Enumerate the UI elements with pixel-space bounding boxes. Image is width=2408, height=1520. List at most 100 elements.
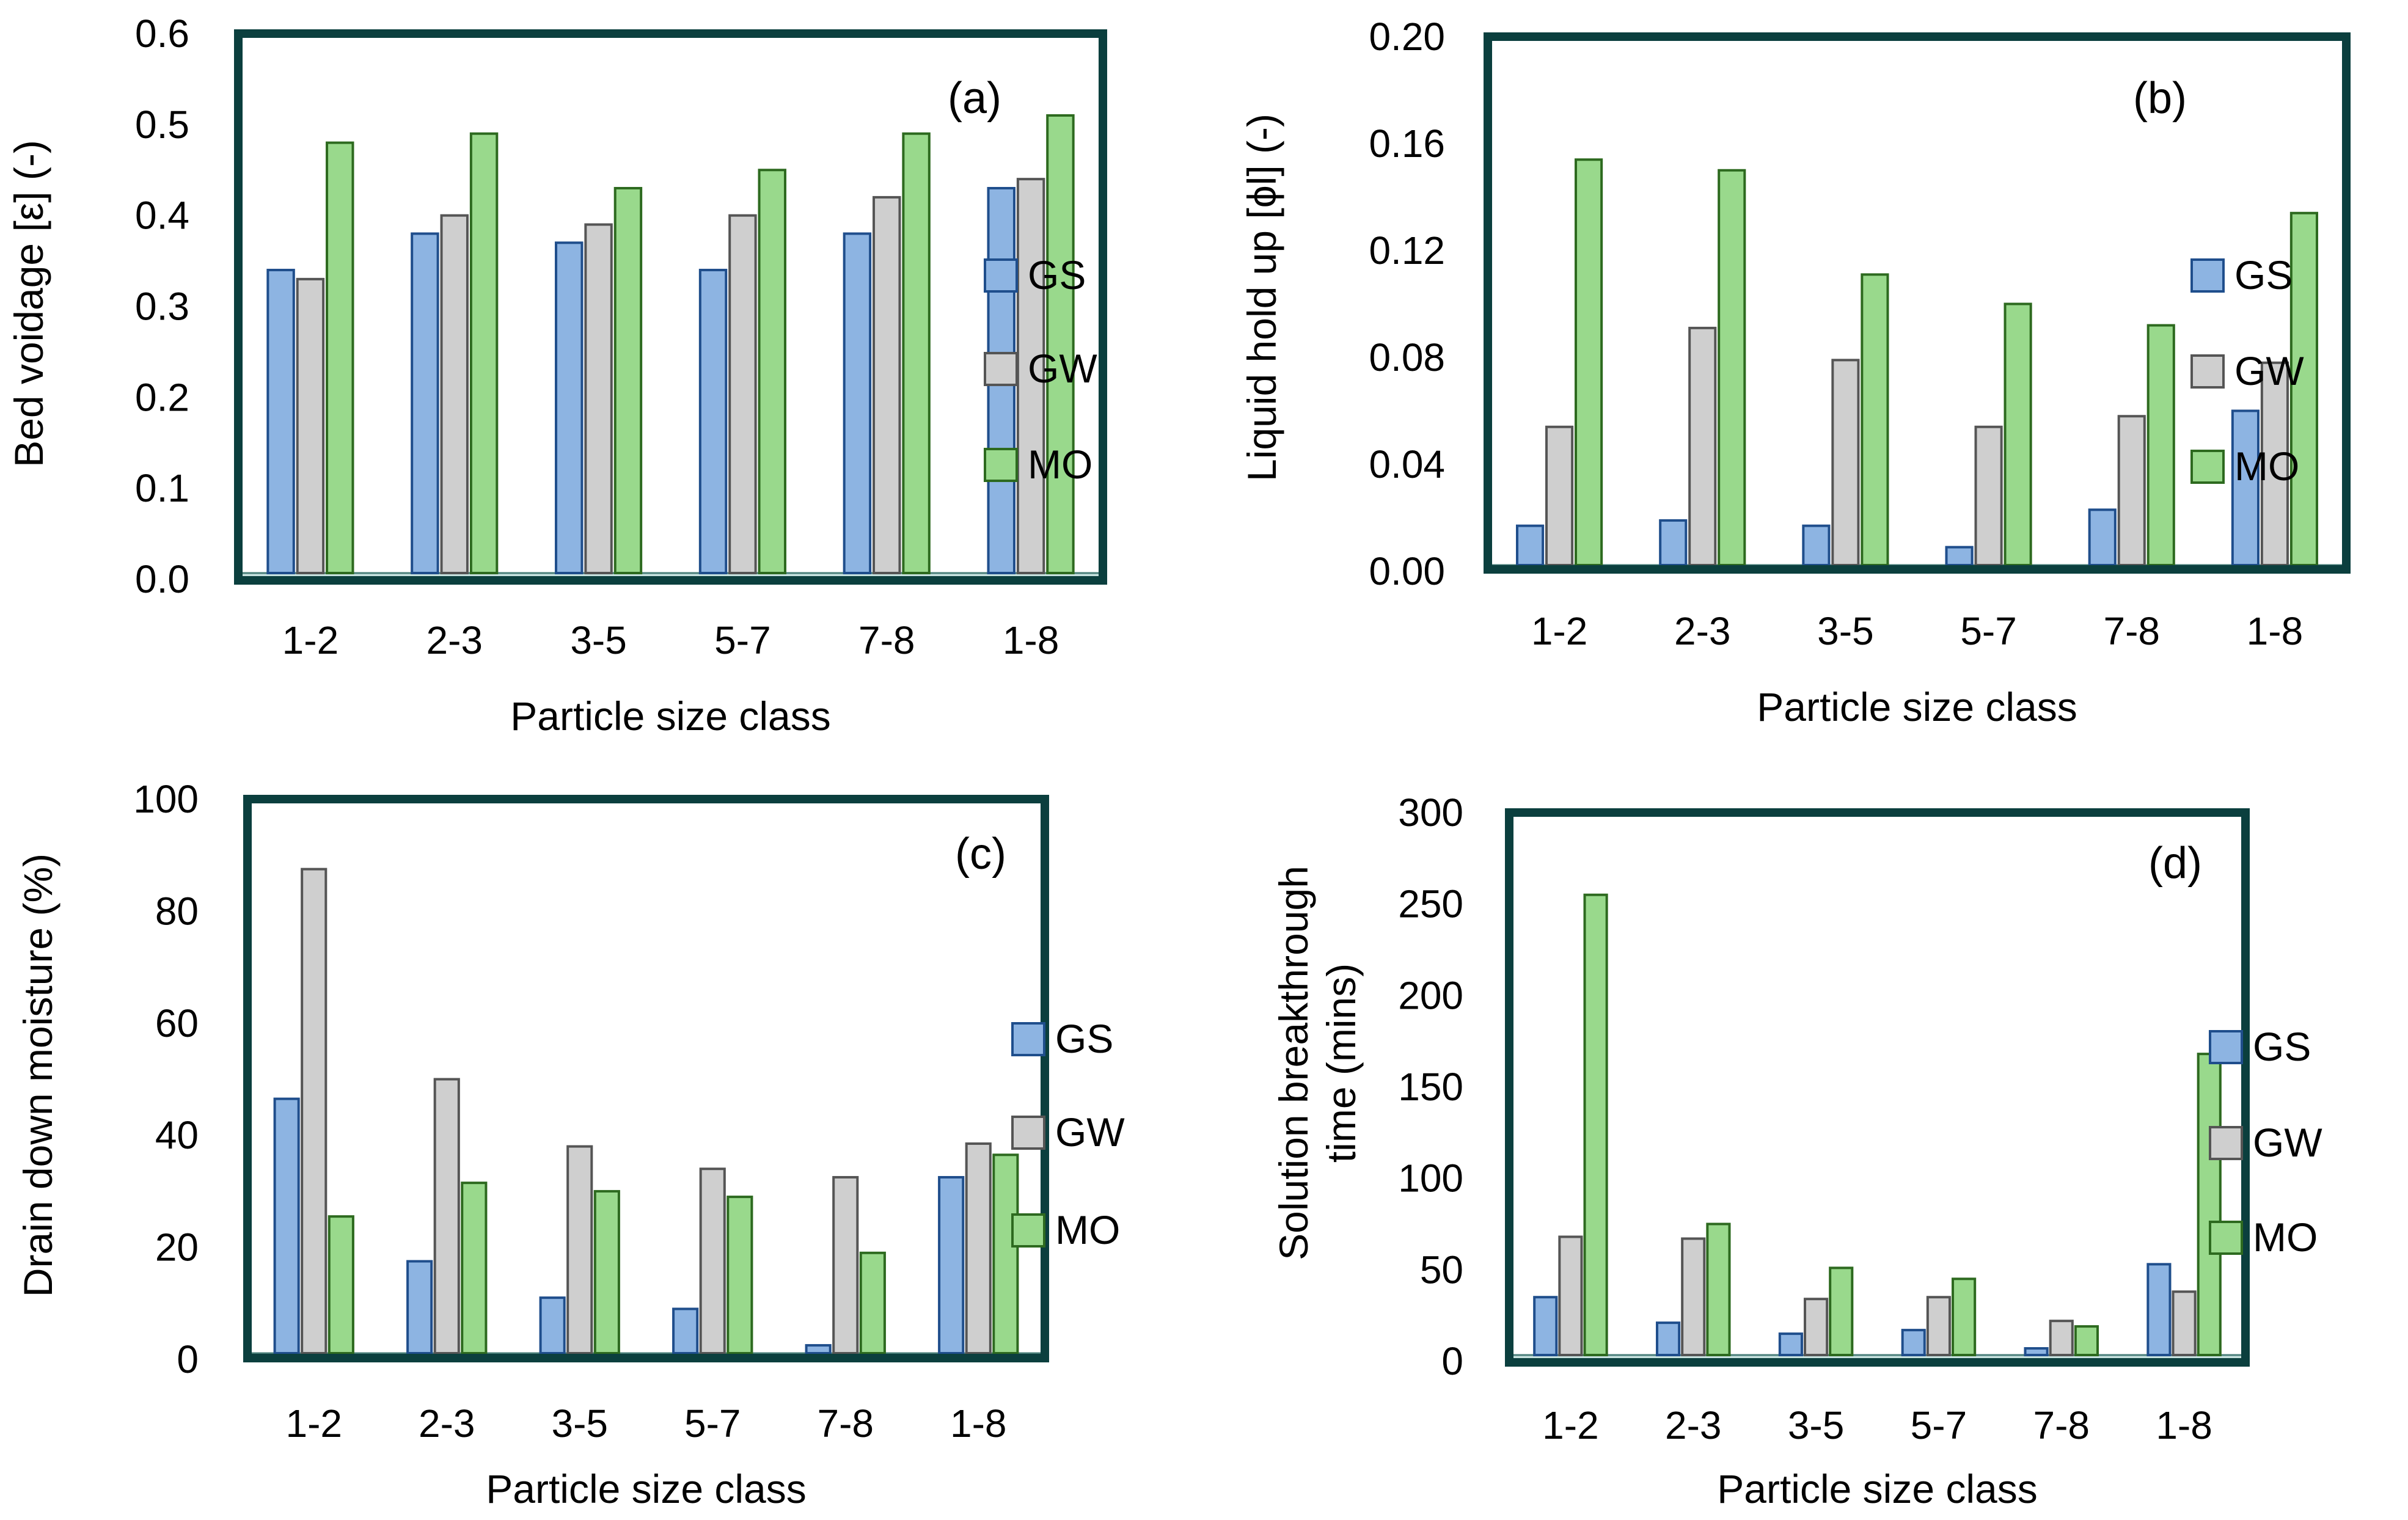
- bar-gw: [2049, 1320, 2074, 1357]
- bar-mo: [593, 1189, 620, 1355]
- bar-gw: [2172, 1290, 2197, 1357]
- panel-c-chart: 0 20 40 60 80 100 1-2 2-3 3-5 5-7 7-8 1-8 (c) Particl…: [15, 777, 1125, 1511]
- y-axis-title-line: time (mins): [1319, 963, 1364, 1163]
- bar-gs: [698, 268, 728, 574]
- bar-gw: [296, 277, 325, 574]
- legend-label-gs: GS: [2234, 252, 2293, 298]
- x-tick-label: 5-7: [1911, 1403, 1967, 1447]
- x-tick-label: 5-7: [714, 618, 771, 662]
- plot-frame: [234, 29, 1107, 585]
- bar-mo: [1952, 1277, 1977, 1357]
- bar-mo: [469, 132, 499, 574]
- bar-mo: [992, 1153, 1019, 1355]
- legend-label-gw: GW: [1055, 1109, 1125, 1155]
- x-tick-label: 1-8: [2156, 1403, 2212, 1447]
- bar-mo: [726, 1196, 753, 1354]
- y-tick-label: 60: [155, 1001, 199, 1045]
- y-tick-label: 0.6: [135, 12, 189, 56]
- bar-gw: [1016, 178, 1045, 574]
- x-tick-label: 7-8: [818, 1401, 874, 1445]
- legend-label-gw: GW: [1028, 346, 1097, 391]
- x-tick-label: 3-5: [1817, 609, 1874, 653]
- bar-gs: [1659, 519, 1688, 566]
- bar-gs: [1656, 1321, 1681, 1356]
- legend-label-gs: GS: [1055, 1016, 1113, 1061]
- bar-gw: [584, 223, 613, 574]
- bar-gs: [805, 1344, 832, 1354]
- legend-swatch-gw: [2209, 1126, 2243, 1160]
- bar-gs: [672, 1307, 699, 1354]
- legend-label-gw: GW: [2253, 1120, 2322, 1165]
- bar-mo: [758, 169, 786, 574]
- y-tick-label: 0.04: [1369, 442, 1445, 486]
- legend-swatch-gs: [984, 258, 1018, 293]
- bar-mo: [328, 1215, 354, 1355]
- y-tick-label: 0.16: [1369, 122, 1445, 166]
- bar-gw: [1545, 425, 1574, 566]
- bar-mo: [1575, 158, 1603, 566]
- y-tick-label: 40: [155, 1113, 199, 1157]
- bar-gw: [1974, 425, 2003, 566]
- bar-gw: [873, 195, 901, 574]
- bar-mo: [1583, 893, 1608, 1356]
- legend-swatch-mo: [1011, 1213, 1045, 1248]
- bar-mo: [1718, 169, 1746, 566]
- bar-gs: [266, 268, 295, 574]
- x-tick-label: 1-8: [2247, 609, 2304, 653]
- y-tick-label: 0.5: [135, 103, 189, 147]
- bar-mo: [2146, 324, 2175, 566]
- x-tick-label: 1-2: [1542, 1403, 1599, 1447]
- x-tick-label: 1-2: [1531, 609, 1588, 653]
- y-tick-label: 0.20: [1369, 15, 1445, 59]
- x-tick-label: 7-8: [2033, 1403, 2090, 1447]
- x-tick-label: 1-8: [1003, 618, 1059, 662]
- bar-gw: [1558, 1235, 1583, 1357]
- y-tick-label: 250: [1398, 882, 1463, 926]
- x-axis-title: Particle size class: [1757, 684, 2077, 729]
- y-axis-title: Bed voidage [ε] (-): [6, 140, 51, 467]
- legend-swatch-gs: [2209, 1030, 2243, 1064]
- y-axis-title-line: Bed voidage [ε] (-): [6, 140, 51, 467]
- x-tick-label: 1-2: [282, 618, 339, 662]
- panel-d-chart: 0 50 100 150 200 250 300 1-2 2-3 3-5 5-7 7-8 1-8 (d) P…: [1271, 791, 2322, 1511]
- legend-label-mo: MO: [2234, 444, 2299, 489]
- panel-tag: (c): [955, 830, 1006, 879]
- y-tick-label: 0.12: [1369, 228, 1445, 272]
- bar-gw: [965, 1142, 992, 1354]
- x-tick-label: 3-5: [1788, 1403, 1845, 1447]
- legend-swatch-gs: [1011, 1022, 1045, 1056]
- bar-gw: [1831, 359, 1860, 566]
- y-tick-label: 150: [1398, 1065, 1463, 1109]
- bar-gw: [301, 868, 328, 1354]
- x-tick-label: 2-3: [426, 618, 483, 662]
- y-tick-label: 100: [133, 777, 199, 821]
- x-tick-label: 1-2: [286, 1401, 343, 1445]
- x-axis-title: Particle size class: [486, 1466, 807, 1511]
- legend-swatch-mo: [2209, 1221, 2243, 1255]
- bar-gs: [1533, 1296, 1558, 1357]
- bar-gs: [411, 232, 439, 574]
- x-tick-label: 1-8: [950, 1401, 1007, 1445]
- y-tick-label: 80: [155, 889, 199, 933]
- y-axis-title: Drain down moisture (%): [15, 853, 60, 1297]
- bar-gw: [2117, 415, 2146, 566]
- bar-mo: [326, 141, 354, 575]
- legend-label-mo: MO: [1028, 442, 1092, 487]
- bar-gs: [1945, 546, 1974, 566]
- bar-mo: [902, 132, 931, 574]
- x-tick-label: 5-7: [684, 1401, 741, 1445]
- bar-gw: [1804, 1298, 1829, 1356]
- bar-gw: [433, 1078, 460, 1354]
- bar-gs: [273, 1097, 300, 1354]
- y-axis-title: Liquid hold up [ϕl] (-): [1239, 114, 1284, 481]
- legend-label-gs: GS: [2253, 1024, 2311, 1069]
- x-axis-title: Particle size class: [510, 693, 831, 739]
- y-tick-label: 50: [1420, 1248, 1463, 1292]
- x-tick-label: 2-3: [1674, 609, 1731, 653]
- bar-mo: [613, 187, 643, 574]
- plot-frame: [1505, 808, 2250, 1367]
- legend-swatch-gw: [1011, 1116, 1045, 1150]
- y-tick-label: 0.2: [135, 375, 189, 419]
- plot-frame: [243, 795, 1049, 1362]
- y-tick-label: 0.1: [135, 466, 189, 510]
